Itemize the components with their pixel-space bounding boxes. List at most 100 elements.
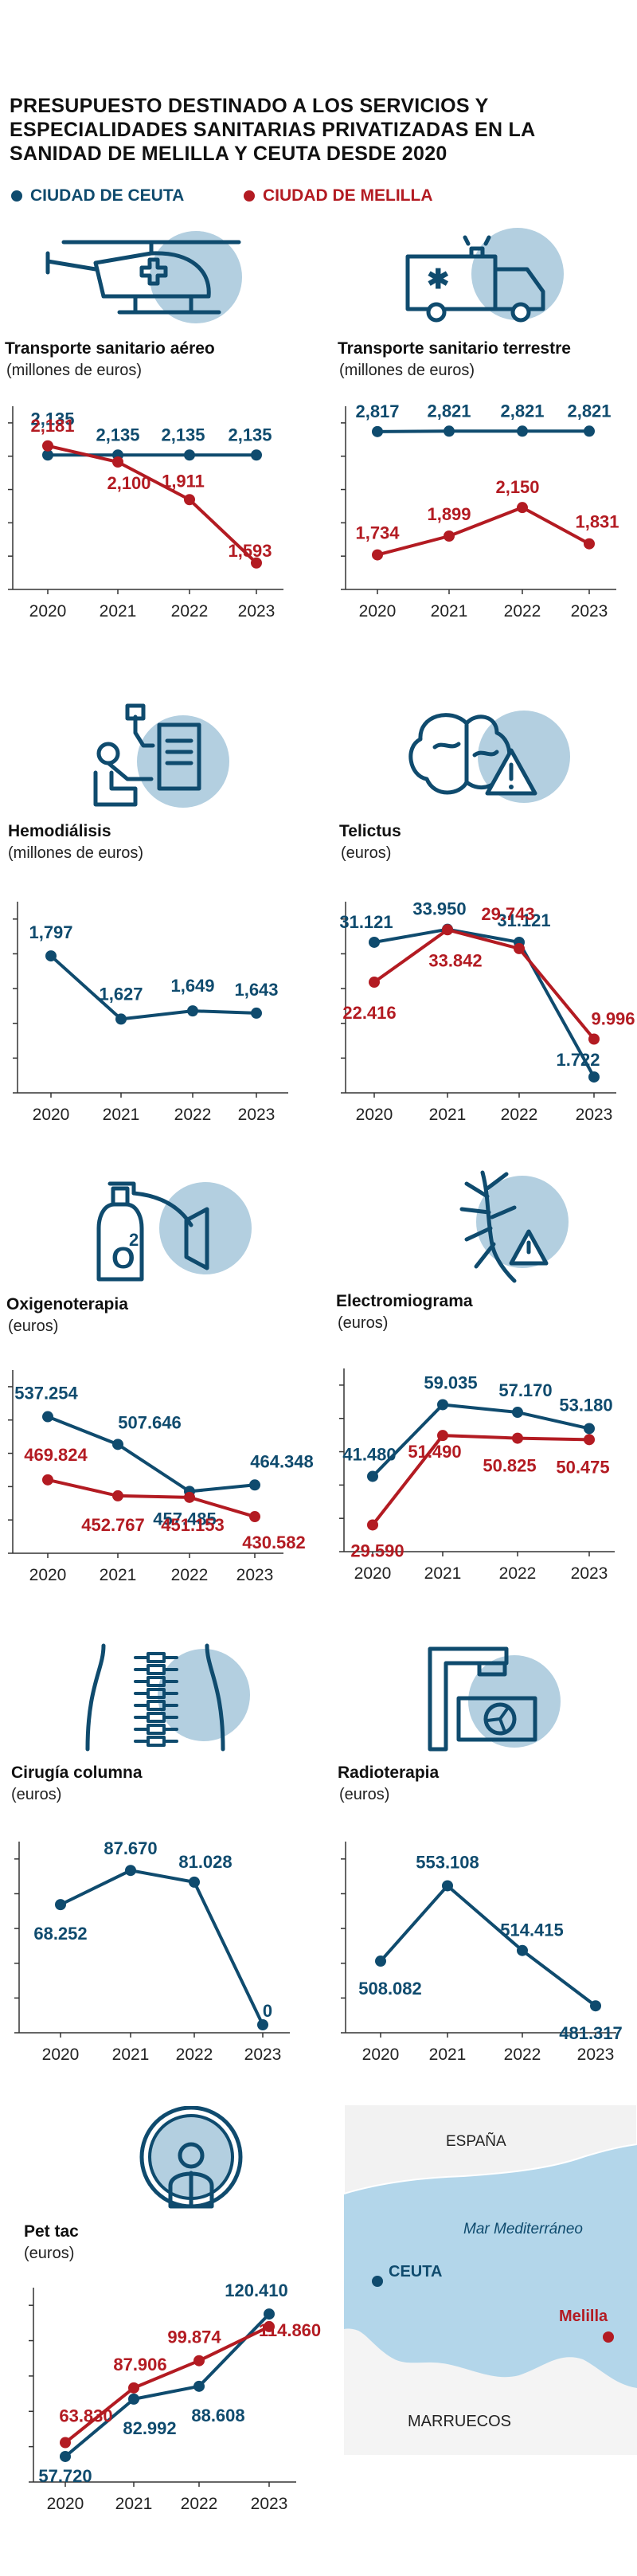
x-tick-label: 2023 (238, 602, 276, 621)
data-label: 1,911 (162, 471, 205, 491)
data-label: 1,831 (575, 512, 619, 532)
chart-panel-electromiograma: Electromiograma (euros) 2020 2021 2022 2023… (331, 1163, 637, 1609)
data-point (112, 1439, 123, 1450)
data-point (257, 2019, 268, 2030)
data-label: 2,821 (427, 401, 471, 421)
series-line-ceuta (379, 1884, 597, 2007)
data-point (112, 1490, 123, 1501)
data-label: 1,593 (228, 541, 272, 561)
chart-title: Oxigenoterapia (6, 1295, 128, 1313)
legend-ceuta-label: CIUDAD DE CEUTA (30, 186, 185, 205)
data-label: 464.348 (250, 1451, 314, 1471)
data-point (60, 2437, 71, 2449)
data-label: 88.608 (191, 2406, 244, 2425)
data-point (372, 425, 383, 437)
data-label: 2,821 (567, 401, 611, 421)
x-tick-label: 2022 (499, 1564, 537, 1583)
data-point (60, 2450, 71, 2462)
data-label: 57.720 (38, 2466, 92, 2486)
chart-svg: 2020 2021 2022 2023 41.480 59.035 57.170 53.180… (339, 1368, 615, 1583)
data-point (588, 1071, 600, 1083)
map-ceuta-dot (372, 2276, 383, 2287)
series-line-ceuta (377, 429, 589, 433)
chart-panel-transporte-aereo: Transporte sanitario aéreo (millones de … (0, 223, 311, 669)
chart-svg: 2020 2021 2022 2023 1,797 1,627 1,649 1,643 (13, 902, 288, 1124)
x-tick-label: 2020 (29, 602, 67, 621)
map-ceuta-melilla: ESPAÑA Mar Mediterráneo CEUTA Melilla MA… (343, 2104, 637, 2455)
data-point (437, 1430, 448, 1442)
map-label-espana: ESPAÑA (446, 2132, 506, 2150)
data-label: 537.254 (14, 1384, 78, 1403)
chart-panel-radioterapia: Radioterapia (euros) 2020 2021 2022 2023 508… (331, 1633, 637, 2079)
data-point (251, 449, 262, 461)
data-label: 87.906 (113, 2355, 166, 2374)
x-tick-label: 2020 (362, 2046, 400, 2064)
chart-title: Transporte sanitario aéreo (5, 339, 215, 358)
data-point (584, 538, 595, 550)
data-point (264, 2308, 275, 2320)
data-point (512, 1432, 523, 1444)
data-label: 87.670 (104, 1838, 157, 1858)
data-label: 29.743 (481, 904, 534, 924)
data-point (251, 557, 262, 569)
x-tick-label: 2023 (251, 2495, 288, 2513)
data-point (193, 2380, 205, 2392)
chart-subtitle: (euros) (339, 1786, 390, 1803)
data-label: 68.252 (33, 1924, 87, 1944)
series-line-melilla (47, 1478, 256, 1518)
x-tick-label: 2022 (176, 2046, 213, 2064)
chart-subtitle: (euros) (341, 844, 392, 862)
chart-svg: 2020 2021 2022 2023 68.252 87.670 81.028 0 (14, 1838, 290, 2064)
data-point (264, 2320, 275, 2332)
data-label: 50.825 (483, 1456, 536, 1476)
legend-melilla-label: CIUDAD DE MELILLA (263, 186, 433, 205)
data-label: 2,135 (30, 409, 74, 429)
data-label: 81.028 (178, 1852, 232, 1872)
legend-ceuta-dot (11, 190, 22, 202)
data-label: 553.108 (416, 1852, 479, 1872)
data-label: 50.475 (556, 1457, 609, 1477)
chart-title: Pet tac (24, 2222, 79, 2241)
data-point (584, 1423, 595, 1435)
data-label: 2,135 (96, 425, 139, 444)
data-label: 507.646 (118, 1412, 182, 1432)
chart-panel-cirugia-columna: Cirugía columna (euros) 2020 2021 2022 2023… (0, 1633, 311, 2079)
data-point (115, 1013, 127, 1025)
data-point (584, 425, 595, 437)
data-point (375, 1955, 386, 1967)
data-label: 1,649 (170, 976, 214, 996)
x-tick-label: 2020 (29, 1566, 67, 1584)
legend-melilla: CIUDAD DE MELILLA (244, 186, 433, 206)
data-point (517, 502, 528, 514)
chart-title: Hemodiálisis (8, 822, 111, 840)
brain-alert-icon (408, 711, 570, 803)
data-point (128, 2382, 139, 2394)
map-spain (343, 2104, 637, 2195)
data-point (184, 1491, 195, 1503)
x-tick-label: 2023 (236, 1566, 274, 1584)
chart-panel-hemodialisis: Hemodiálisis (millones de euros) 2020 202… (0, 693, 311, 1139)
x-tick-label: 2022 (174, 1106, 212, 1124)
data-label: 99.874 (167, 2327, 221, 2347)
series-line-ceuta (64, 2312, 271, 2458)
map-svg: ESPAÑA Mar Mediterráneo CEUTA Melilla MA… (343, 2104, 637, 2455)
nerves-icon (459, 1170, 569, 1283)
series-line-ceuta (49, 954, 257, 1021)
helicopter-icon (45, 231, 242, 323)
data-label: 59.035 (424, 1372, 477, 1392)
data-point (514, 942, 525, 954)
chart-subtitle: (millones de euros) (8, 844, 144, 862)
chart-panel-telictus: Telictus (euros) 2020 2021 2022 2023 31.121 3… (331, 693, 637, 1139)
data-point (369, 936, 380, 948)
data-label: 31.121 (339, 912, 393, 932)
data-point (42, 1411, 53, 1423)
radiotherapy-icon (428, 1646, 561, 1752)
data-label: 29.590 (350, 1541, 404, 1560)
data-point (128, 2393, 139, 2405)
data-label: 53.180 (559, 1395, 612, 1415)
svg-text:2: 2 (129, 1230, 139, 1250)
data-label: 481.317 (559, 2023, 623, 2043)
data-label: 2,181 (30, 416, 74, 436)
data-label: 457.485 (153, 1509, 217, 1529)
x-tick-label: 2021 (431, 602, 468, 621)
